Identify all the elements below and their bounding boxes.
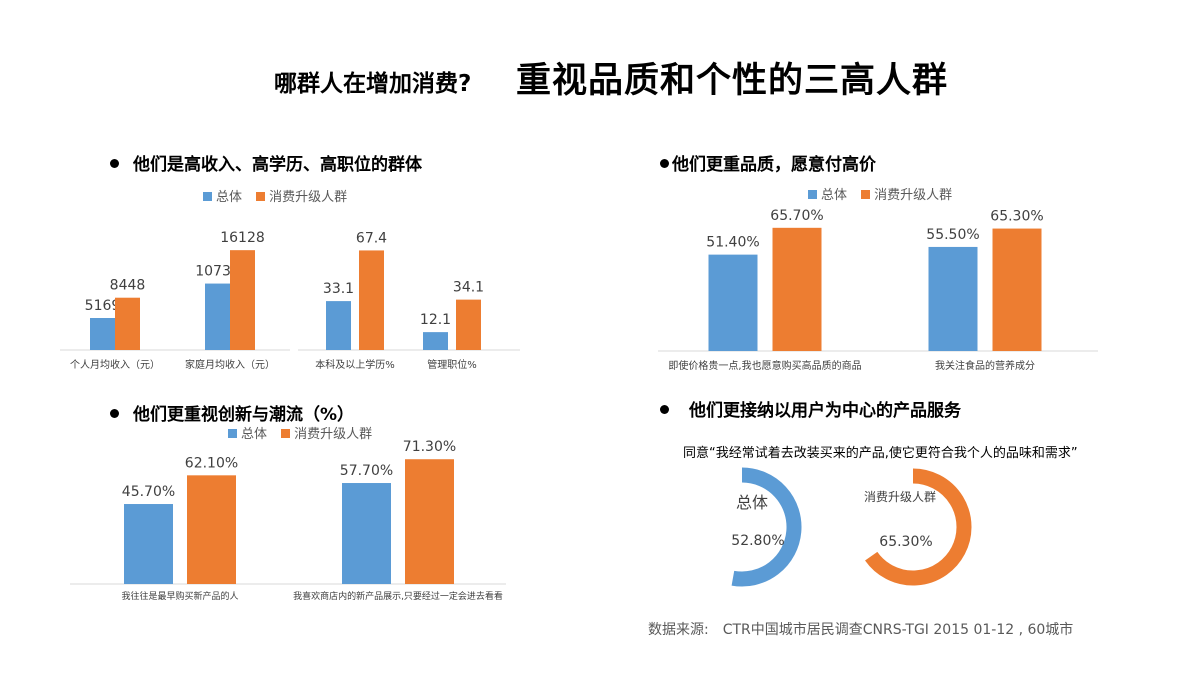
data-source-label: 数据来源:: [648, 622, 709, 638]
bar: [928, 246, 978, 351]
ring-value: 52.80%: [731, 533, 784, 549]
section-title-text: 他们是高收入、高学历、高职位的群体: [133, 155, 422, 175]
ring-name: 消费升级人群: [864, 490, 936, 504]
bar: [359, 250, 384, 350]
data-label: 51.40%: [706, 235, 759, 251]
ring-arc: [865, 468, 972, 586]
category-label: 即使价格贵一点,我也愿意购买高品质的商品: [668, 359, 861, 372]
legend-swatch-upgrade: [281, 429, 291, 438]
data-label: 57.70%: [340, 463, 393, 479]
category-label: 本科及以上学历%: [315, 358, 395, 371]
bar: [456, 299, 481, 350]
bar: [423, 332, 448, 350]
section-title-innovation: 他们更重视创新与潮流（%）: [110, 400, 354, 425]
legend-swatch-upgrade: [256, 192, 266, 201]
ring-name: 总体: [736, 493, 768, 512]
bar: [115, 297, 140, 350]
bar: [772, 227, 822, 351]
data-label: 62.10%: [185, 455, 238, 471]
legend-quality: 总体 消费升级人群: [808, 184, 962, 203]
section-title-income: 他们是高收入、高学历、高职位的群体: [110, 150, 422, 175]
data-label: 71.30%: [403, 439, 456, 455]
category-label: 个人月均收入（元）: [70, 358, 160, 371]
bar: [205, 283, 230, 350]
section-title-service: 他们更接纳以用户为中心的产品服务: [660, 396, 961, 421]
bar: [326, 301, 351, 350]
bar: [708, 254, 758, 351]
category-label: 管理职位%: [427, 358, 477, 371]
section-title-quality: 他们更重品质，愿意付高价: [660, 150, 876, 175]
category-label: 我往往是最早购买新产品的人: [121, 590, 238, 602]
bar: [342, 483, 391, 584]
legend-item-upgrade: 消费升级人群: [256, 190, 347, 205]
legend-swatch-total: [808, 190, 817, 199]
legend-innovation: 总体 消费升级人群: [228, 423, 382, 442]
section-title-text: 他们更接纳以用户为中心的产品服务: [689, 401, 961, 421]
data-label: 5169: [85, 298, 121, 314]
legend-item-total: 总体: [203, 190, 242, 205]
category-label: 家庭月均收入（元）: [185, 358, 275, 371]
data-label: 45.70%: [122, 484, 175, 500]
category-label: 我关注食品的营养成分: [935, 359, 1035, 372]
page-title: 重视品质和个性的三高人群: [516, 61, 949, 101]
legend-item-total: 总体: [228, 427, 267, 442]
legend-income: 总体 消费升级人群: [203, 186, 357, 205]
data-label: 55.50%: [926, 227, 979, 243]
data-label: 16128: [220, 230, 265, 246]
legend-item-upgrade: 消费升级人群: [861, 188, 952, 203]
bullet-icon: [110, 408, 119, 418]
data-label: 8448: [110, 278, 146, 294]
legend-swatch-total: [203, 192, 212, 201]
bar: [230, 250, 255, 350]
title-prefix: 哪群人在增加消费?: [274, 71, 472, 97]
bar: [405, 459, 454, 584]
bar: [124, 504, 173, 584]
section-title-text: 他们更重品质，愿意付高价: [672, 155, 876, 175]
bar: [90, 318, 115, 350]
bullet-icon: [110, 158, 119, 168]
legend-swatch-upgrade: [861, 190, 871, 199]
legend-item-upgrade: 消费升级人群: [281, 427, 372, 442]
survey-quote: 同意“我经常试着去改装买来的产品,使它更符合我个人的品味和需求”: [683, 446, 1078, 461]
data-label: 65.30%: [990, 209, 1043, 225]
ring-arc: [731, 467, 802, 587]
data-label: 12.1: [420, 312, 451, 328]
data-label: 10732: [195, 264, 240, 280]
category-label: 我喜欢商店内的新产品展示,只要经过一定会进去看看: [293, 590, 503, 602]
legend-swatch-total: [228, 429, 237, 438]
section-title-text: 他们更重视创新与潮流（%）: [133, 405, 355, 425]
data-label: 67.4: [356, 230, 387, 246]
bullet-icon: [660, 404, 669, 414]
legend-item-total: 总体: [808, 188, 847, 203]
ring-value: 65.30%: [879, 534, 932, 550]
data-label: 34.1: [453, 280, 484, 296]
bar: [992, 228, 1042, 351]
data-source: 数据来源: CTR中国城市居民调查CNRS-TGI 2015 01-12 , 60…: [648, 619, 1087, 639]
data-label: 33.1: [323, 281, 354, 297]
bullet-icon: [660, 158, 669, 168]
bar: [187, 475, 236, 584]
data-label: 65.70%: [770, 208, 823, 224]
data-source-text: CTR中国城市居民调查CNRS-TGI 2015 01-12 , 60城市: [722, 622, 1074, 638]
